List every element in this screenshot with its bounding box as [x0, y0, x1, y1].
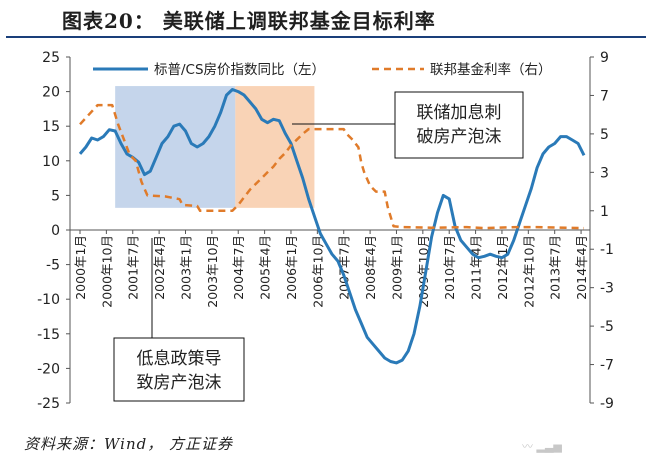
annotation-text: 破房产泡沫 [417, 127, 502, 147]
right-tick-label: 9 [600, 50, 609, 66]
x-tick-label: 2002年4月 [152, 235, 167, 300]
right-tick-label: -9 [600, 396, 614, 412]
x-tick-label: 2001年7月 [126, 235, 141, 300]
x-tick-label: 2014年4月 [574, 235, 589, 300]
right-tick-label: -1 [600, 242, 614, 258]
x-tick-label: 2009年1月 [389, 235, 404, 300]
x-tick-label: 2003年1月 [178, 235, 193, 300]
legend-label-cs: 标普/CS房价指数同比（左） [154, 62, 325, 78]
left-tick-label: 0 [51, 223, 60, 239]
x-tick-label: 2000年10月 [99, 235, 114, 308]
x-tick-label: 2006年10月 [310, 235, 325, 308]
x-tick-label: 2005年4月 [258, 235, 273, 300]
figure-header: 图表20： 美联储上调联邦基金目标利率 [0, 0, 652, 38]
shaded-periods [115, 86, 315, 208]
left-tick-label: -15 [37, 327, 60, 343]
right-tick-label: -7 [600, 358, 614, 374]
annotation-text: 联储加息刺 [417, 103, 502, 123]
x-tick-label: 2011年4月 [469, 235, 484, 300]
left-tick-label: 20 [42, 85, 60, 101]
left-tick-label: 5 [51, 188, 60, 204]
right-tick-label: -3 [600, 281, 614, 297]
x-tick-label: 2000年1月 [73, 235, 88, 300]
left-tick-label: 10 [42, 154, 60, 170]
right-tick-label: 1 [600, 204, 609, 220]
annotation-text: 低息政策导 [137, 349, 222, 369]
x-tick-label: 2010年7月 [442, 235, 457, 300]
chart-title: 图表20： 美联储上调联邦基金目标利率 [62, 9, 436, 33]
x-tick-label: 2006年1月 [284, 235, 299, 300]
left-tick-label: -20 [37, 361, 60, 377]
left-tick-label: 15 [42, 119, 60, 135]
right-tick-label: 3 [600, 165, 609, 181]
legend: 标普/CS房价指数同比（左） 联邦基金利率（右） [93, 61, 552, 78]
left-tick-label: -25 [37, 396, 60, 412]
left-tick-label: -5 [46, 258, 60, 274]
x-tick-label: 2009年10月 [416, 235, 431, 308]
left-y-axis-ticks: -25 -20 -15 -10 -5 0 5 10 15 20 25 [37, 50, 70, 412]
right-tick-label: -5 [600, 319, 614, 335]
x-axis-ticks: 2000年1月 2000年10月 2001年7月 2002年4月 2003年1月 2003… [73, 230, 589, 308]
left-tick-label: 25 [42, 50, 60, 66]
legend-label-ffr: 联邦基金利率（右） [430, 61, 552, 78]
series-line-ffr [79, 103, 585, 230]
watermark: 〰 ▂▃▅ [522, 440, 562, 453]
annotation-box [394, 91, 524, 159]
shaded-period-1 [235, 86, 315, 208]
x-tick-label: 2004年7月 [231, 235, 246, 300]
right-tick-label: 7 [600, 88, 609, 104]
right-tick-label: 5 [600, 127, 609, 143]
source-note: 资料来源：Wind， 方正证券 [24, 435, 233, 453]
x-tick-label: 2013年7月 [548, 235, 563, 300]
right-y-axis-ticks: -9 -7 -5 -3 -1 1 3 5 7 9 [590, 50, 614, 412]
x-tick-label: 2008年4月 [363, 235, 378, 300]
annotation-text: 致房产泡沫 [137, 373, 222, 393]
x-tick-label: 2012年1月 [495, 235, 510, 300]
series-line-cs [78, 88, 586, 365]
shaded-period-0 [115, 86, 236, 208]
x-tick-label: 2003年10月 [205, 235, 220, 308]
series-lines [78, 88, 586, 365]
x-tick-label: 2012年10月 [521, 235, 536, 308]
left-tick-label: -10 [37, 292, 60, 308]
header-rule [6, 36, 646, 38]
annotation-box [113, 337, 245, 402]
